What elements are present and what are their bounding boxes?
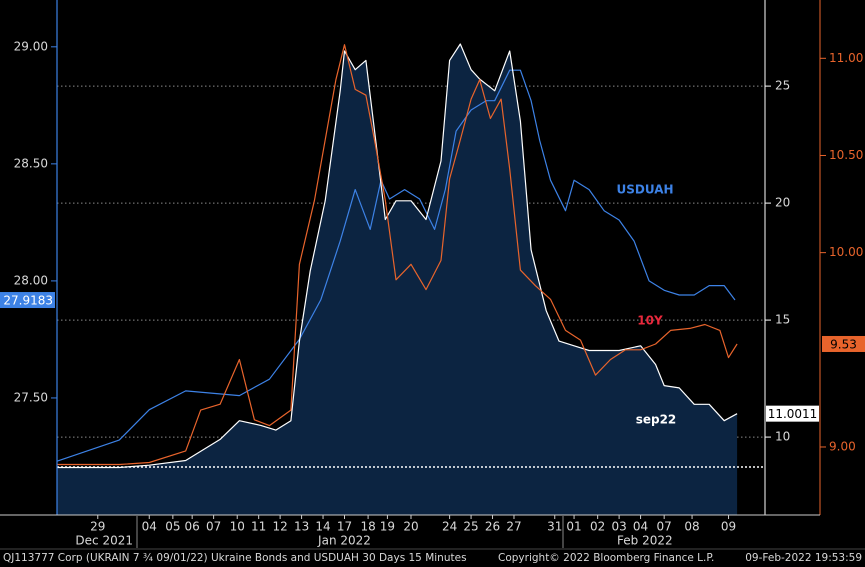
last-value-label: 11.0011	[768, 407, 818, 421]
footer-timestamp: 09-Feb-2022 19:53:59	[745, 552, 862, 564]
y2-tick-label: 25	[775, 79, 790, 93]
month-label: Feb 2022	[617, 534, 673, 548]
y-tick-label: 28.50	[14, 156, 48, 170]
x-tick-label: 04	[142, 520, 157, 534]
footer-copyright: Copyright© 2022 Bloomberg Finance L.P.	[498, 552, 714, 564]
x-tick-label: 03	[611, 520, 626, 534]
x-tick-label: 09	[721, 520, 736, 534]
x-tick-label: 29	[90, 520, 105, 534]
x-tick-label: 05	[165, 520, 180, 534]
x-tick-label: 25	[463, 520, 478, 534]
y-tick-label: 28.00	[14, 273, 48, 287]
x-tick-label: 12	[272, 520, 287, 534]
x-tick-label: 01	[566, 520, 581, 534]
x-tick-label: 04	[633, 520, 648, 534]
x-tick-label: 17	[337, 520, 352, 534]
series-label: sep22	[636, 413, 677, 427]
x-tick-label: 18	[360, 520, 375, 534]
x-tick-label: 02	[590, 520, 605, 534]
y3-tick-label: 10.00	[829, 245, 863, 259]
y3-tick-label: 10.50	[829, 148, 863, 162]
y2-tick-label: 10	[775, 430, 790, 444]
month-label: Jan 2022	[317, 534, 371, 548]
last-value-box	[0, 292, 55, 309]
x-tick-label: 11	[251, 520, 266, 534]
x-tick-label: 24	[442, 520, 457, 534]
y3-tick-label: 11.00	[829, 51, 863, 65]
x-tick-label: 13	[294, 520, 309, 534]
x-tick-label: 26	[485, 520, 500, 534]
month-label: Dec 2021	[75, 534, 133, 548]
footer-description: QJ113777 Corp (UKRAIN 7 ¾ 09/01/22) Ukra…	[3, 552, 467, 564]
x-tick-label: 14	[315, 520, 330, 534]
series-label: 10Y	[637, 314, 663, 328]
series-label: USDUAH	[616, 183, 673, 197]
last-value-label: 27.9183	[3, 294, 53, 308]
x-tick-label: 10	[230, 520, 245, 534]
y2-tick-label: 20	[775, 196, 790, 210]
x-tick-label: 20	[403, 520, 418, 534]
line	[57, 43, 738, 469]
last-value-label: 9.53	[830, 337, 857, 351]
x-tick-label: 31	[547, 520, 562, 534]
y2-tick-label: 15	[775, 313, 790, 327]
last-value-box	[822, 335, 865, 352]
line	[57, 44, 738, 466]
x-tick-label: 19	[380, 520, 395, 534]
x-tick-label: 08	[684, 520, 699, 534]
x-tick-label: 27	[506, 520, 521, 534]
x-tick-label: 06	[185, 520, 200, 534]
y-tick-label: 29.00	[14, 39, 48, 53]
last-value-box	[766, 405, 819, 422]
x-tick-label: 07	[206, 520, 221, 534]
x-tick-label: 07	[657, 520, 672, 534]
y-tick-label: 27.50	[14, 390, 48, 404]
y3-tick-label: 9.00	[829, 439, 856, 453]
